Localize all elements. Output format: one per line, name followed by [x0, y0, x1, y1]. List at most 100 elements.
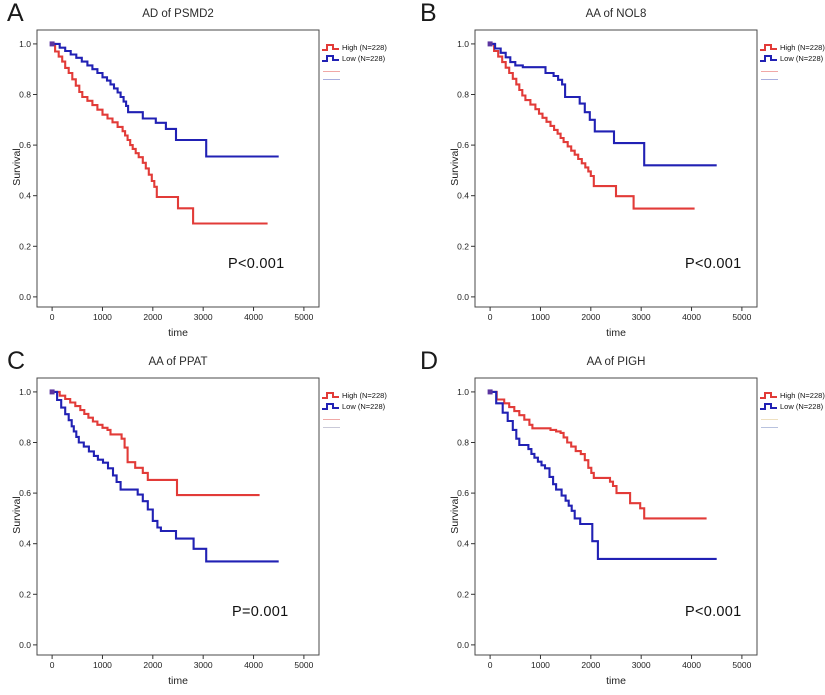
y-axis-label: Survival — [11, 148, 23, 186]
p-value-label: P<0.001 — [228, 256, 285, 272]
km-curve-high — [490, 42, 695, 210]
legend-label: Low (N=228) — [780, 402, 824, 411]
km-curve-high — [52, 390, 260, 497]
y-tick-label: 0.2 — [19, 241, 31, 251]
legend-item: High (N=228) — [760, 42, 825, 53]
y-tick-label: 0.0 — [457, 292, 469, 302]
panel-letter: D — [420, 347, 439, 375]
legend-step-icon — [322, 403, 339, 410]
x-tick-label: 5000 — [732, 312, 751, 322]
y-tick-label: 0.0 — [19, 640, 31, 650]
censor-marker — [49, 389, 55, 395]
y-tick-label: 0.4 — [457, 539, 469, 549]
y-axis-label: Survival — [449, 496, 461, 534]
km-curve-low — [490, 42, 717, 167]
x-tick-label: 3000 — [632, 660, 651, 670]
legend-item: High (N=228) — [322, 42, 414, 53]
y-tick-label: 0.6 — [457, 488, 469, 498]
y-tick-label: 0.8 — [19, 90, 31, 100]
chart-title: AA of PPAT — [148, 356, 208, 368]
legend: High (N=228) Low (N=228) — [760, 42, 825, 80]
x-tick-label: 4000 — [682, 660, 701, 670]
y-tick-label: 0.6 — [19, 488, 31, 498]
censor-marker — [49, 41, 55, 47]
y-tick-label: 0.4 — [19, 191, 31, 201]
panel-letter: C — [7, 347, 26, 375]
x-tick-label: 0 — [50, 660, 55, 670]
y-tick-label: 0.6 — [457, 140, 469, 150]
legend: High (N=228) Low (N=228) — [322, 390, 414, 428]
y-tick-label: 0.8 — [457, 438, 469, 448]
legend-item: High (N=228) — [760, 390, 825, 401]
legend-item: Low (N=228) — [322, 53, 414, 64]
p-value-label: P<0.001 — [685, 256, 742, 272]
x-tick-label: 4000 — [244, 660, 263, 670]
y-tick-label: 0.4 — [19, 539, 31, 549]
y-tick-label: 0.2 — [19, 589, 31, 599]
survival-plot: 0 1000 2000 3000 4000 5000 0.0 0.2 0.4 0.6 0.8 1.0 — [457, 377, 758, 670]
y-tick-label: 0.0 — [457, 640, 469, 650]
legend-step-icon — [760, 403, 777, 410]
y-tick-label: 0.2 — [457, 241, 469, 251]
y-tick-label: 1.0 — [457, 39, 469, 49]
legend-censored-line — [761, 419, 778, 420]
p-value-label: P<0.001 — [685, 604, 742, 620]
censor-marker — [487, 389, 493, 395]
legend: High (N=228) Low (N=228) — [760, 390, 825, 428]
y-axis-label: Survival — [449, 148, 461, 186]
legend-step-icon — [760, 392, 777, 399]
x-tick-label: 5000 — [294, 660, 313, 670]
km-curve-low — [52, 390, 279, 563]
y-tick-label: 0.8 — [19, 438, 31, 448]
km-curve-high — [52, 42, 268, 225]
panel-letter: A — [7, 0, 24, 27]
x-tick-label: 0 — [488, 660, 493, 670]
legend-step-icon — [322, 44, 339, 51]
legend-label: High (N=228) — [342, 43, 387, 52]
chart-title: AD of PSMD2 — [142, 8, 214, 20]
x-axis-label: time — [606, 327, 626, 339]
legend-label: High (N=228) — [780, 391, 825, 400]
legend-item: High (N=228) — [322, 390, 414, 401]
x-tick-label: 5000 — [732, 660, 751, 670]
legend-step-icon — [322, 55, 339, 62]
legend-step-icon — [322, 392, 339, 399]
legend-label: Low (N=228) — [780, 54, 824, 63]
x-tick-label: 1000 — [93, 660, 112, 670]
legend-label: Low (N=228) — [342, 402, 386, 411]
x-tick-label: 1000 — [531, 312, 550, 322]
plot-frame — [474, 377, 758, 656]
x-tick-label: 1000 — [531, 660, 550, 670]
km-panel-a: 0 1000 2000 3000 4000 5000 0.0 0.2 0.4 0.6 0.8 1.0 … — [0, 0, 412, 347]
legend-item: Low (N=228) — [760, 53, 825, 64]
y-tick-label: 1.0 — [19, 387, 31, 397]
km-panel-b: 0 1000 2000 3000 4000 5000 0.0 0.2 0.4 0.6 0.8 1.0 … — [413, 0, 825, 347]
plot-frame — [36, 377, 320, 656]
chart-title: AA of PIGH — [586, 356, 646, 368]
y-tick-label: 0.4 — [457, 191, 469, 201]
legend-censored-line — [323, 427, 340, 428]
plot-frame — [474, 29, 758, 308]
km-curve-low — [52, 42, 279, 158]
legend-censored-line — [323, 419, 340, 420]
legend-censored-line — [323, 71, 340, 72]
legend-label: High (N=228) — [342, 391, 387, 400]
y-tick-label: 0.0 — [19, 292, 31, 302]
x-tick-label: 5000 — [294, 312, 313, 322]
legend-censored-line — [761, 79, 778, 80]
x-tick-label: 2000 — [581, 312, 600, 322]
censor-marker — [487, 41, 493, 47]
legend-label: High (N=228) — [780, 43, 825, 52]
y-tick-label: 0.2 — [457, 589, 469, 599]
km-curve-high — [490, 390, 707, 520]
x-axis-label: time — [606, 675, 626, 687]
panel-letter: B — [420, 0, 437, 27]
legend-item: Low (N=228) — [322, 401, 414, 412]
plot-frame — [36, 29, 320, 308]
legend: High (N=228) Low (N=228) — [322, 42, 414, 80]
km-panel-d: 0 1000 2000 3000 4000 5000 0.0 0.2 0.4 0.6 0.8 1.0 … — [413, 347, 825, 695]
x-tick-label: 4000 — [682, 312, 701, 322]
x-tick-label: 2000 — [143, 660, 162, 670]
p-value-label: P=0.001 — [232, 604, 289, 620]
